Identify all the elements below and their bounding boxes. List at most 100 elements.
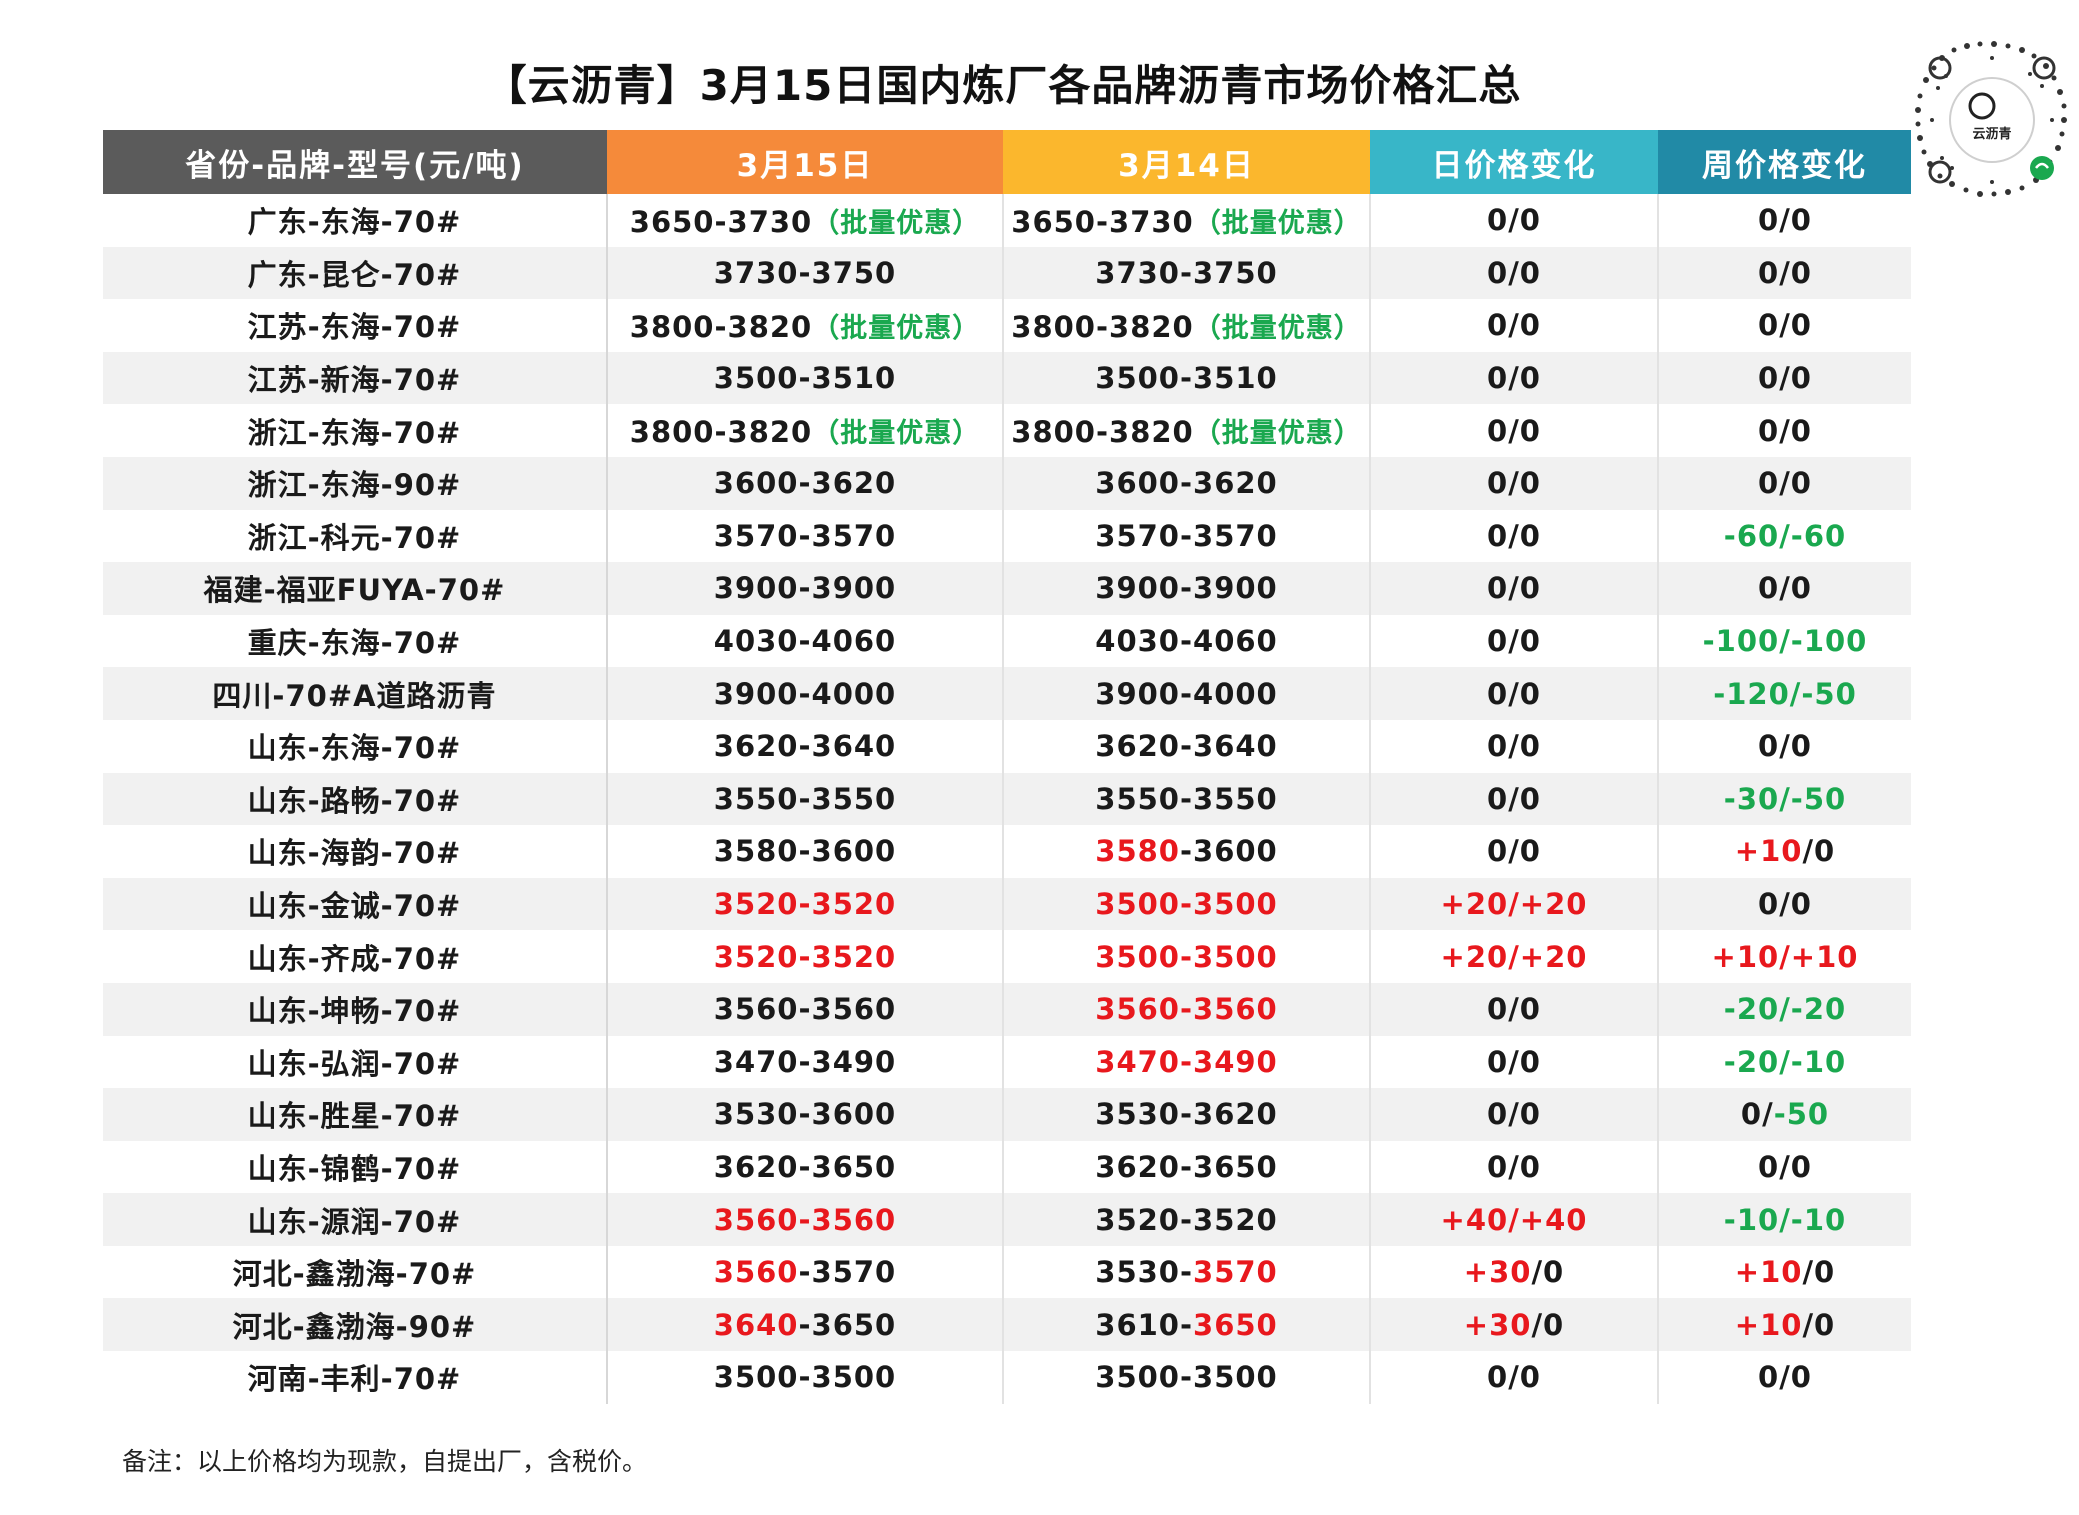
price-mar15-cell: 3570-3570 [607, 509, 1004, 563]
daily-change-cell: 0/0 [1370, 772, 1659, 826]
daily-change-cell: 0/0 [1370, 562, 1659, 615]
value-segment: 3730-3750 [713, 255, 897, 290]
value-segment: +10 [1734, 1307, 1803, 1342]
value-segment: 3600-3620 [713, 466, 897, 501]
value-segment: 0/0 [1758, 1360, 1812, 1395]
page-title: 【云沥青】3月15日国内炼厂各品牌沥青市场价格汇总 [484, 61, 1522, 110]
value-segment: 0/0 [1487, 676, 1541, 711]
region-brand-model-cell: 山东-坤畅-70# [103, 982, 608, 1036]
price-mar14-cell: 3560-3560 [1003, 982, 1371, 1036]
price-mar14-cell: 3900-3900 [1003, 562, 1371, 615]
value-segment: 3530- [1095, 1255, 1194, 1290]
value-segment: 0/0 [1758, 413, 1812, 448]
value-segment: 3800-3820 [629, 415, 813, 450]
value-segment: 3560 [713, 1255, 799, 1290]
value-segment: 0/0 [1758, 308, 1812, 343]
value-segment: 0/0 [1487, 781, 1541, 816]
price-mar14-cell: 3620-3640 [1003, 719, 1371, 773]
daily-change-cell: 0/0 [1370, 667, 1659, 720]
header-mar15: 3月15日 [607, 130, 1003, 194]
value-segment: 3610- [1095, 1307, 1194, 1342]
region-brand-model-cell: 山东-锦鹤-70# [103, 1140, 608, 1194]
value-segment: 3470-3490 [713, 1044, 897, 1079]
weekly-change-cell: 0/0 [1658, 351, 1911, 405]
table-row: 浙江-科元-70# 3570-3570 3570-3570 0/0 -60/-60 [103, 509, 1911, 563]
header-region-brand-model: 省份-品牌-型号(元/吨) [103, 130, 607, 194]
price-mar14-cell: 3800-3820（批量优惠） [1003, 404, 1371, 457]
value-segment: 0/0 [1758, 361, 1812, 396]
weekly-change-cell: 0/0 [1658, 1141, 1911, 1194]
value-segment: 0/0 [1487, 1044, 1541, 1079]
price-mar15-cell: 4030-4060 [607, 614, 1004, 668]
value-segment: 0/ [1740, 1097, 1774, 1132]
daily-change-cell: +20/+20 [1370, 930, 1659, 983]
value-segment: 0/0 [1487, 992, 1541, 1027]
price-mar15-cell: 3650-3730（批量优惠） [607, 194, 1004, 247]
weekly-change-cell: -30/-50 [1658, 772, 1911, 826]
value-segment: -20/-20 [1723, 992, 1847, 1027]
value-segment: +30 [1463, 1307, 1532, 1342]
table-row: 四川-70#A道路沥青 3900-4000 3900-4000 0/0 -120/-50 [103, 667, 1911, 720]
value-segment: 0/0 [1758, 1149, 1812, 1184]
price-mar15-cell: 3640-3650 [607, 1298, 1004, 1352]
weekly-change-cell: -120/-50 [1658, 667, 1911, 720]
value-segment: 3520-3520 [713, 887, 897, 922]
value-segment: -60/-60 [1723, 518, 1847, 553]
region-brand-model-cell: 重庆-东海-70# [103, 614, 608, 668]
table-row: 山东-源润-70# 3560-3560 3520-3520 +40/+40 -10/-1… [103, 1193, 1911, 1246]
value-segment: 3620-3640 [713, 729, 897, 764]
price-mar14-cell: 4030-4060 [1003, 614, 1371, 668]
value-segment: 0/0 [1487, 255, 1541, 290]
value-segment: 3900-3900 [1095, 571, 1278, 606]
price-mar15-cell: 3560-3560 [607, 982, 1004, 1036]
value-segment: 3650-3730 [629, 204, 813, 239]
value-segment: 3800-3820 [1011, 415, 1194, 450]
value-segment: 3560-3560 [713, 1202, 897, 1237]
value-segment: +10 [1734, 834, 1803, 869]
value-segment: 0/0 [1487, 729, 1541, 764]
value-segment: +10 [1734, 1255, 1803, 1290]
region-brand-model-cell: 河南-丰利-70# [103, 1351, 608, 1404]
bulk-discount-note: （批量优惠） [1193, 312, 1362, 344]
value-segment: 0/0 [1487, 1097, 1541, 1132]
price-mar14-cell: 3650-3730（批量优惠） [1003, 194, 1371, 247]
value-segment: -3570 [798, 1255, 897, 1290]
value-segment: +10/+10 [1711, 939, 1859, 974]
price-mar14-cell: 3580-3600 [1003, 825, 1371, 878]
weekly-change-cell: 0/0 [1658, 720, 1911, 773]
region-brand-model-cell: 河北-鑫渤海-70# [103, 1245, 608, 1299]
footnote: 备注：以上价格均为现款，自提出厂，含税价。 [122, 1447, 648, 1476]
value-segment: 0/0 [1487, 361, 1541, 396]
region-brand-model-cell: 山东-东海-70# [103, 719, 608, 773]
price-mar15-cell: 3520-3520 [607, 930, 1004, 983]
table-row: 广东-东海-70# 3650-3730（批量优惠） 3650-3730（批量优惠） 0… [103, 194, 1911, 247]
bulk-discount-note: （批量优惠） [812, 418, 981, 450]
price-mar14-cell: 3600-3620 [1003, 456, 1371, 510]
value-segment: 0/0 [1758, 729, 1812, 764]
daily-change-cell: +20/+20 [1370, 877, 1659, 931]
price-mar14-cell: 3570-3570 [1003, 509, 1371, 563]
value-segment: 3500-3500 [1095, 939, 1278, 974]
value-segment: 0/0 [1487, 834, 1541, 869]
value-segment: 3530-3620 [1095, 1097, 1278, 1132]
table-row: 山东-海韵-70# 3580-3600 3580-3600 0/0 +10/0 [103, 825, 1911, 878]
value-segment: 3580-3600 [713, 834, 897, 869]
price-mar15-cell: 3560-3560 [607, 1193, 1004, 1246]
table-header-row: 省份-品牌-型号(元/吨) 3月15日 3月14日 日价格变化 周价格变化 [103, 130, 1911, 194]
weekly-change-cell: -20/-20 [1658, 982, 1911, 1036]
price-mar14-cell: 3500-3500 [1003, 930, 1371, 983]
value-segment: /0 [1802, 1255, 1836, 1290]
daily-change-cell: 0/0 [1370, 456, 1659, 510]
table-row: 广东-昆仑-70# 3730-3750 3730-3750 0/0 0/0 [103, 246, 1911, 300]
value-segment: 0/0 [1758, 466, 1812, 501]
value-segment: 3550-3550 [713, 781, 897, 816]
weekly-change-cell: -20/-10 [1658, 1036, 1911, 1089]
value-segment: 3500-3510 [1095, 361, 1278, 396]
value-segment: /0 [1531, 1255, 1565, 1290]
qr-code-icon: 云沥青 [1915, 41, 2067, 197]
value-segment: +40/+40 [1440, 1202, 1588, 1237]
region-brand-model-cell: 山东-弘润-70# [103, 1035, 608, 1089]
value-segment: 3570-3570 [713, 518, 897, 553]
value-segment: -20/-10 [1723, 1044, 1847, 1079]
daily-change-cell: 0/0 [1370, 614, 1659, 668]
